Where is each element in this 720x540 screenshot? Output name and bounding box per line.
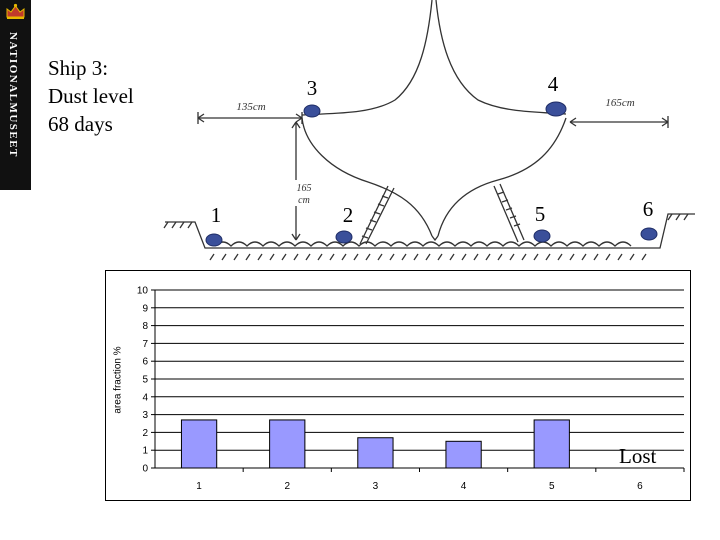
x-tick-label-4: 4	[461, 481, 467, 492]
bar-4	[445, 440, 482, 469]
y-tick-label: 9	[142, 303, 148, 314]
dim-line-left	[197, 112, 303, 124]
position-label-4: 4	[548, 72, 559, 96]
crown-icon	[6, 3, 25, 19]
sensor-dot-4	[545, 101, 567, 117]
sensor-dot-2	[335, 230, 353, 244]
bar-2	[269, 419, 306, 469]
x-tick-label-6: 6	[637, 481, 643, 492]
dim-label-height: 165	[297, 183, 312, 194]
museum-logo-text: NATIONALMUSEET	[7, 32, 19, 158]
y-tick-label: 5	[142, 375, 148, 386]
caption-line-dust: Dust level	[48, 84, 134, 108]
y-tick-label: 8	[142, 321, 148, 332]
x-tick-label-5: 5	[549, 481, 555, 492]
caption-line-days: 68 days	[48, 112, 113, 136]
position-label-3: 3	[307, 76, 318, 100]
y-tick-label: 6	[142, 357, 148, 368]
y-axis-title: area fraction %	[112, 346, 124, 414]
cradle-line	[214, 241, 632, 247]
x-tick-label-2: 2	[284, 481, 290, 492]
position-label-5: 5	[535, 202, 546, 226]
right-prop	[493, 183, 525, 243]
sensor-dot-3	[303, 104, 321, 118]
bar-5	[533, 419, 570, 469]
ship-sketch: 135cm 165cm 165 cm 1 2 3 4 5 6	[163, 0, 695, 261]
sensor-dot-1	[205, 233, 223, 247]
lost-annotation: Lost	[619, 444, 657, 468]
left-prop	[359, 185, 395, 245]
caption-line-ship: Ship 3:	[48, 56, 109, 80]
sensor-dot-6	[640, 227, 658, 241]
y-tick-label: 2	[142, 428, 148, 439]
sensor-dot-5	[533, 229, 551, 243]
x-tick-label-1: 1	[196, 481, 202, 492]
dim-label-height-unit: cm	[298, 195, 310, 206]
y-tick-label: 10	[137, 286, 149, 297]
y-tick-label: 3	[142, 410, 148, 421]
position-label-2: 2	[343, 203, 354, 227]
hull-outline	[301, 0, 433, 116]
x-tick-label-3: 3	[373, 481, 379, 492]
bar-3	[357, 437, 394, 469]
y-tick-label: 0	[142, 464, 148, 475]
y-tick-label: 1	[142, 446, 148, 457]
dim-label-right: 165cm	[605, 97, 634, 109]
position-label-1: 1	[211, 203, 222, 227]
bar-1	[180, 419, 218, 469]
position-label-6: 6	[643, 197, 654, 221]
dim-line-right	[569, 116, 669, 128]
museum-logo: NATIONALMUSEET	[0, 0, 31, 190]
y-tick-label: 7	[142, 339, 148, 350]
ground-line	[165, 213, 695, 249]
slide-caption: Ship 3: Dust level 68 days	[48, 54, 134, 138]
y-tick-label: 4	[142, 392, 148, 403]
dim-label-left: 135cm	[236, 101, 265, 113]
